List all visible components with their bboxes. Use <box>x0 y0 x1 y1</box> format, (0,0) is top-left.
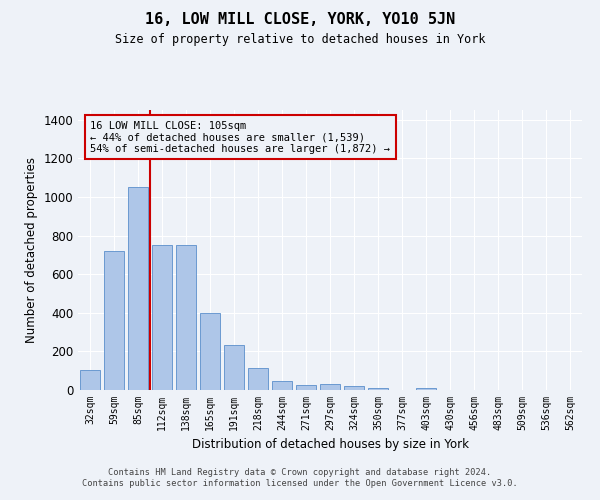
Bar <box>368 388 388 390</box>
Bar <box>320 384 340 390</box>
Text: 16, LOW MILL CLOSE, YORK, YO10 5JN: 16, LOW MILL CLOSE, YORK, YO10 5JN <box>145 12 455 28</box>
Text: 16 LOW MILL CLOSE: 105sqm
← 44% of detached houses are smaller (1,539)
54% of se: 16 LOW MILL CLOSE: 105sqm ← 44% of detac… <box>91 120 391 154</box>
Bar <box>104 251 124 390</box>
Y-axis label: Number of detached properties: Number of detached properties <box>25 157 38 343</box>
Bar <box>272 382 292 390</box>
Text: Size of property relative to detached houses in York: Size of property relative to detached ho… <box>115 32 485 46</box>
Bar <box>80 370 100 390</box>
Bar <box>296 385 316 390</box>
X-axis label: Distribution of detached houses by size in York: Distribution of detached houses by size … <box>191 438 469 452</box>
Bar <box>416 388 436 390</box>
Bar <box>224 344 244 390</box>
Bar <box>176 245 196 390</box>
Bar <box>344 386 364 390</box>
Bar <box>248 368 268 390</box>
Text: Contains HM Land Registry data © Crown copyright and database right 2024.
Contai: Contains HM Land Registry data © Crown c… <box>82 468 518 487</box>
Bar <box>200 313 220 390</box>
Bar <box>152 245 172 390</box>
Bar <box>128 187 148 390</box>
